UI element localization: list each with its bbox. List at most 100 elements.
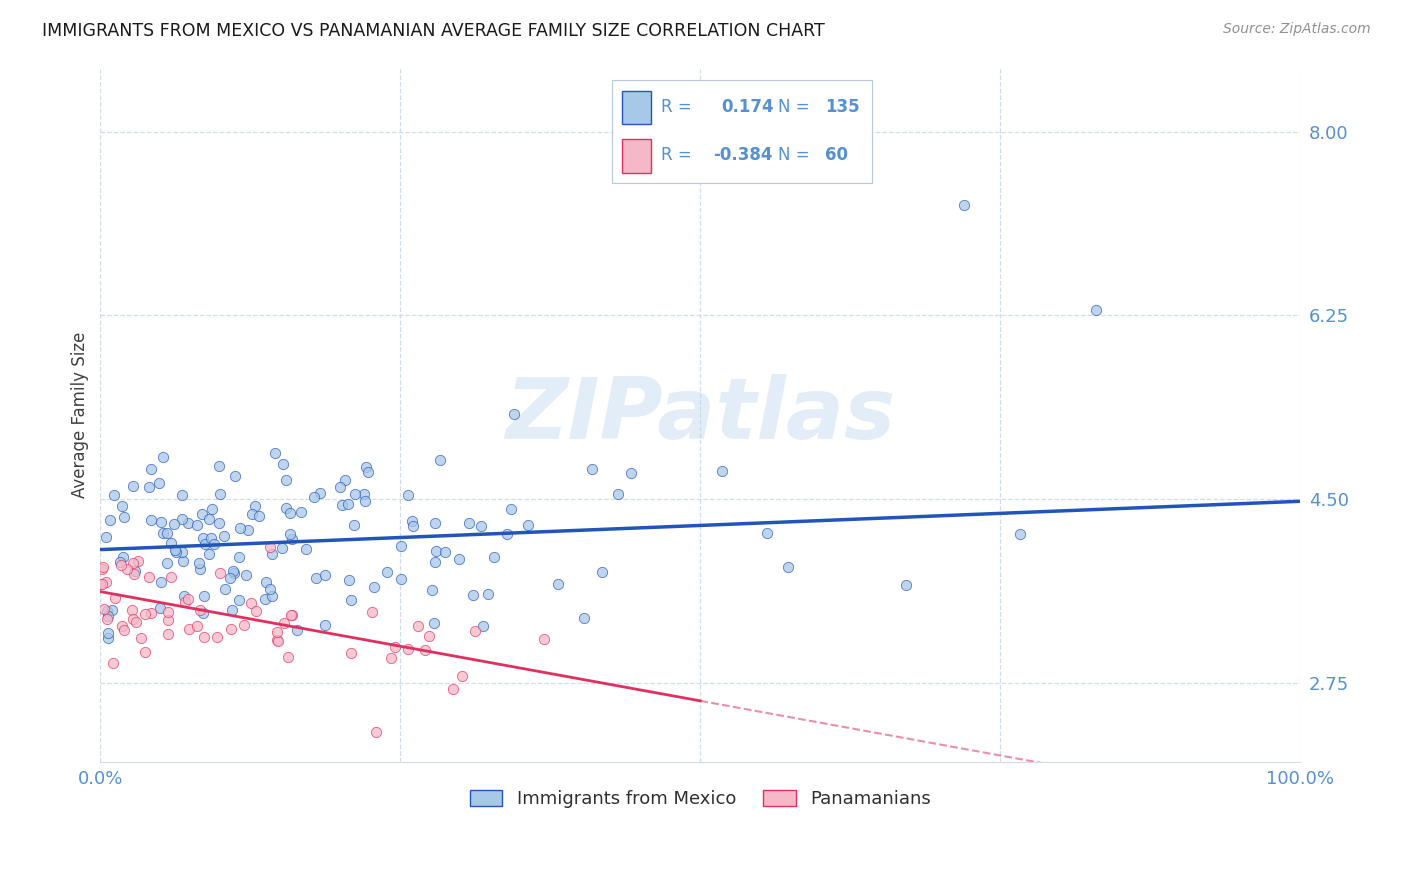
Point bbox=[356, 465, 378, 479]
Point bbox=[451, 668, 474, 682]
Point bbox=[157, 605, 180, 619]
Point bbox=[110, 558, 132, 573]
Point bbox=[501, 502, 523, 516]
Point bbox=[271, 541, 294, 556]
Point bbox=[228, 550, 250, 565]
Legend: Immigrants from Mexico, Panamanians: Immigrants from Mexico, Panamanians bbox=[463, 782, 938, 815]
Point bbox=[896, 578, 918, 592]
Point bbox=[302, 490, 325, 504]
Point bbox=[343, 517, 366, 532]
Point bbox=[547, 577, 569, 591]
Point bbox=[191, 532, 214, 546]
Point bbox=[121, 603, 143, 617]
Point bbox=[170, 512, 193, 526]
Point bbox=[221, 603, 243, 617]
Point bbox=[152, 526, 174, 541]
Point bbox=[343, 487, 366, 501]
Point bbox=[93, 601, 115, 615]
Point bbox=[90, 562, 112, 576]
Point bbox=[193, 630, 215, 644]
Point bbox=[285, 623, 308, 637]
Point bbox=[418, 629, 440, 643]
Point bbox=[354, 494, 377, 508]
Point bbox=[253, 591, 276, 606]
Point bbox=[122, 479, 145, 493]
Point bbox=[173, 595, 195, 609]
Point bbox=[389, 539, 412, 553]
Point bbox=[97, 626, 120, 640]
Point bbox=[139, 513, 162, 527]
Point bbox=[619, 466, 641, 480]
Point bbox=[281, 532, 304, 546]
Point bbox=[516, 517, 538, 532]
Point bbox=[477, 586, 499, 600]
Point bbox=[131, 631, 153, 645]
Point bbox=[160, 570, 183, 584]
Point bbox=[337, 573, 360, 587]
Point bbox=[112, 510, 135, 524]
Text: R =: R = bbox=[661, 146, 692, 164]
Y-axis label: Average Family Size: Average Family Size bbox=[72, 332, 89, 499]
Point bbox=[209, 566, 232, 581]
Point bbox=[157, 613, 180, 627]
Point bbox=[305, 571, 328, 585]
Point bbox=[406, 618, 429, 632]
Point bbox=[396, 641, 419, 656]
Point bbox=[152, 450, 174, 464]
Point bbox=[111, 619, 134, 633]
Text: ZIPatlas: ZIPatlas bbox=[505, 374, 896, 457]
Point bbox=[472, 619, 495, 633]
Point bbox=[163, 517, 186, 532]
Point bbox=[219, 622, 242, 636]
Point bbox=[156, 556, 179, 570]
Point bbox=[243, 499, 266, 513]
Point bbox=[422, 616, 444, 631]
Point bbox=[380, 650, 402, 665]
Point bbox=[193, 536, 215, 550]
Point bbox=[259, 582, 281, 596]
Point bbox=[308, 485, 330, 500]
Point bbox=[218, 571, 240, 585]
Point bbox=[148, 475, 170, 490]
Point bbox=[139, 462, 162, 476]
Point bbox=[314, 568, 336, 582]
Point bbox=[247, 509, 270, 524]
Point bbox=[1085, 303, 1108, 318]
Point bbox=[173, 589, 195, 603]
Point bbox=[232, 618, 254, 632]
Point bbox=[396, 488, 419, 502]
Point bbox=[260, 589, 283, 603]
Point bbox=[276, 500, 298, 515]
Text: R =: R = bbox=[661, 98, 692, 116]
Point bbox=[89, 577, 111, 591]
Point bbox=[484, 550, 506, 565]
Point bbox=[124, 564, 146, 578]
Point bbox=[434, 544, 457, 558]
Point bbox=[756, 526, 779, 541]
Point bbox=[235, 568, 257, 582]
Point bbox=[401, 514, 423, 528]
Point bbox=[278, 506, 301, 520]
Point bbox=[461, 588, 484, 602]
Point bbox=[122, 567, 145, 582]
Point bbox=[413, 643, 436, 657]
Point bbox=[165, 545, 187, 559]
Point bbox=[190, 562, 212, 576]
Point bbox=[606, 487, 628, 501]
Point bbox=[314, 617, 336, 632]
Point bbox=[1010, 527, 1032, 541]
Text: 60: 60 bbox=[825, 146, 848, 164]
Point bbox=[572, 611, 595, 625]
Point bbox=[464, 624, 486, 638]
Point bbox=[361, 605, 384, 619]
Point bbox=[124, 615, 146, 629]
Point bbox=[953, 198, 976, 212]
Point bbox=[267, 634, 290, 648]
Point bbox=[375, 565, 398, 579]
Point bbox=[533, 632, 555, 646]
Point bbox=[214, 582, 236, 597]
Point bbox=[111, 500, 134, 514]
Point bbox=[224, 468, 246, 483]
Point bbox=[363, 580, 385, 594]
Point bbox=[214, 529, 236, 543]
